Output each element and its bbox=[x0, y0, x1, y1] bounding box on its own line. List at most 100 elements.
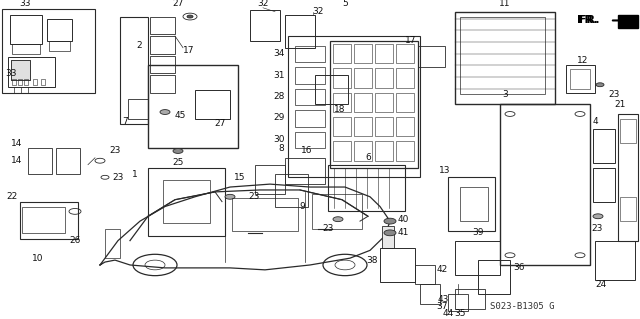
Bar bbox=[455, 289, 485, 309]
Text: 31: 31 bbox=[273, 70, 285, 79]
Bar bbox=[163, 180, 210, 223]
Bar bbox=[375, 68, 393, 88]
Text: 39: 39 bbox=[472, 228, 484, 237]
Bar bbox=[150, 36, 175, 54]
Bar bbox=[396, 44, 414, 63]
Circle shape bbox=[187, 15, 193, 18]
Text: 40: 40 bbox=[398, 215, 410, 224]
Text: 7: 7 bbox=[122, 117, 128, 126]
Text: 26: 26 bbox=[69, 236, 81, 245]
Text: 21: 21 bbox=[614, 100, 626, 109]
Text: 44: 44 bbox=[442, 309, 454, 318]
Circle shape bbox=[384, 230, 396, 236]
Bar bbox=[41, 79, 45, 85]
Text: 35: 35 bbox=[454, 309, 466, 318]
Bar bbox=[618, 114, 638, 241]
Text: 23: 23 bbox=[109, 146, 121, 155]
Bar bbox=[11, 60, 30, 80]
Text: 24: 24 bbox=[595, 280, 606, 289]
Text: 23: 23 bbox=[608, 90, 620, 99]
Text: 29: 29 bbox=[274, 113, 285, 122]
Bar bbox=[570, 69, 590, 89]
Bar bbox=[12, 79, 16, 85]
Bar bbox=[448, 294, 468, 311]
Bar bbox=[375, 93, 393, 112]
Bar bbox=[150, 75, 175, 93]
Bar bbox=[455, 241, 500, 275]
Text: 32: 32 bbox=[312, 7, 323, 16]
Text: 8: 8 bbox=[278, 144, 284, 152]
Text: 11: 11 bbox=[499, 0, 511, 8]
Bar bbox=[620, 197, 636, 221]
Text: 33: 33 bbox=[5, 69, 17, 78]
Text: 33: 33 bbox=[19, 0, 31, 8]
Bar bbox=[24, 79, 28, 85]
Bar bbox=[232, 198, 298, 231]
Bar bbox=[396, 68, 414, 88]
Circle shape bbox=[593, 214, 603, 219]
Bar bbox=[478, 260, 510, 294]
Text: 43: 43 bbox=[438, 294, 449, 304]
Bar bbox=[382, 226, 394, 249]
Text: 4: 4 bbox=[592, 117, 598, 126]
Bar bbox=[56, 148, 80, 174]
Bar bbox=[333, 117, 351, 137]
Circle shape bbox=[225, 194, 235, 199]
Bar bbox=[396, 117, 414, 137]
Bar bbox=[148, 65, 238, 148]
Bar bbox=[460, 17, 545, 94]
Bar bbox=[22, 206, 65, 233]
Text: 12: 12 bbox=[577, 56, 589, 65]
Bar bbox=[418, 46, 445, 67]
Circle shape bbox=[173, 149, 183, 153]
Text: 25: 25 bbox=[172, 158, 184, 167]
Bar bbox=[595, 241, 635, 279]
Bar bbox=[460, 187, 488, 221]
Text: 23: 23 bbox=[112, 173, 124, 182]
Text: 5: 5 bbox=[342, 0, 348, 8]
Text: FR.: FR. bbox=[579, 15, 600, 26]
Bar bbox=[18, 79, 22, 85]
Bar bbox=[354, 141, 372, 161]
Bar bbox=[295, 131, 325, 148]
Text: 17: 17 bbox=[404, 36, 416, 45]
Bar bbox=[593, 167, 615, 202]
Bar bbox=[20, 202, 78, 239]
Bar bbox=[333, 68, 351, 88]
Text: 30: 30 bbox=[273, 135, 285, 144]
Text: 22: 22 bbox=[7, 192, 18, 201]
Bar bbox=[10, 15, 42, 44]
Bar bbox=[295, 89, 325, 105]
Bar bbox=[255, 165, 285, 194]
Bar bbox=[295, 46, 325, 62]
Text: 17: 17 bbox=[183, 46, 195, 55]
Text: 14: 14 bbox=[11, 139, 22, 148]
Bar bbox=[285, 158, 325, 184]
Bar bbox=[150, 56, 175, 73]
Text: 2: 2 bbox=[136, 41, 142, 50]
Text: 42: 42 bbox=[437, 265, 448, 274]
Bar bbox=[354, 44, 372, 63]
Text: 15: 15 bbox=[234, 173, 245, 182]
Bar bbox=[354, 68, 372, 88]
Circle shape bbox=[160, 110, 170, 115]
Bar bbox=[380, 249, 415, 282]
Bar bbox=[250, 10, 280, 41]
Bar bbox=[33, 79, 37, 85]
Bar bbox=[375, 44, 393, 63]
Bar bbox=[128, 99, 148, 119]
Bar bbox=[105, 229, 120, 258]
Bar bbox=[500, 104, 590, 265]
Text: 28: 28 bbox=[274, 92, 285, 101]
Bar bbox=[49, 41, 70, 51]
Text: 32: 32 bbox=[257, 0, 269, 8]
Bar bbox=[566, 65, 595, 93]
Bar bbox=[396, 93, 414, 112]
Bar bbox=[375, 117, 393, 137]
Text: 37: 37 bbox=[436, 302, 448, 311]
Bar bbox=[28, 148, 52, 174]
Text: 18: 18 bbox=[334, 105, 346, 114]
Bar bbox=[148, 167, 225, 236]
Bar bbox=[375, 141, 393, 161]
Bar bbox=[396, 141, 414, 161]
